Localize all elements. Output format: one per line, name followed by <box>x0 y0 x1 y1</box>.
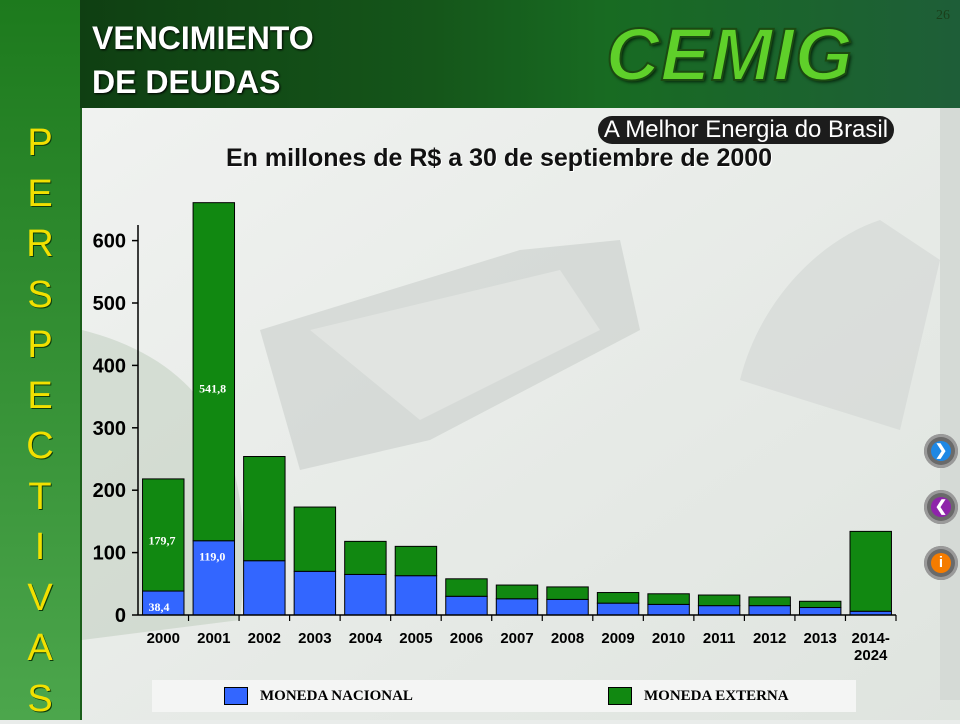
bar-segment-externa <box>597 593 638 604</box>
next-slide-button[interactable]: ❯ <box>924 434 958 468</box>
arrow-right-icon: ❯ <box>931 441 951 461</box>
bar-segment-nacional <box>749 606 790 615</box>
y-tick-label: 300 <box>93 418 126 440</box>
data-label: 541,8 <box>199 382 226 396</box>
bar-segment-nacional <box>345 574 386 615</box>
bar-segment-nacional <box>446 596 487 615</box>
bar-segment-nacional <box>799 608 840 615</box>
bar-segment-externa <box>850 531 891 611</box>
bar-segment-externa <box>547 587 588 599</box>
y-tick-label: 600 <box>93 231 126 253</box>
bar-segment-externa <box>698 595 739 606</box>
data-label: 119,0 <box>199 550 225 564</box>
bar-segment-nacional <box>597 603 638 615</box>
bar-segment-externa <box>294 507 335 571</box>
x-tick-label: 2003 <box>298 630 331 647</box>
bar-segment-externa <box>345 541 386 574</box>
bar-segment-nacional <box>648 604 689 615</box>
x-tick-label: 2014- <box>852 630 890 647</box>
bar-segment-externa <box>749 597 790 606</box>
x-tick-label: 2000 <box>147 630 180 647</box>
bar-segment-nacional <box>496 599 537 615</box>
x-tick-label: 2002 <box>248 630 281 647</box>
x-tick-label: 2005 <box>399 630 432 647</box>
bar-segment-nacional <box>698 606 739 615</box>
bar-segment-externa <box>395 546 436 575</box>
x-tick-label: 2007 <box>500 630 533 647</box>
bar-segment-nacional <box>547 599 588 615</box>
bar-segment-externa <box>244 457 285 561</box>
bar-segment-nacional <box>294 571 335 615</box>
bar-segment-externa <box>496 585 537 599</box>
previous-slide-button[interactable]: ❮ <box>924 490 958 524</box>
arrow-left-icon: ❮ <box>931 497 951 517</box>
info-icon: i <box>931 553 951 573</box>
info-button[interactable]: i <box>924 546 958 580</box>
x-tick-label: 2010 <box>652 630 685 647</box>
bar-segment-nacional <box>395 576 436 615</box>
bar-segment-externa <box>446 579 487 596</box>
legend-label-nacional: MONEDA NACIONAL <box>260 688 413 705</box>
legend-item-nacional: MONEDA NACIONAL <box>224 687 413 705</box>
bar-segment-externa <box>799 601 840 607</box>
x-tick-label: 2001 <box>197 630 230 647</box>
legend-label-externa: MONEDA EXTERNA <box>644 688 789 705</box>
x-tick-label: 2006 <box>450 630 483 647</box>
bar-segment-externa <box>193 203 234 541</box>
bar-segment-nacional <box>244 561 285 615</box>
y-tick-label: 400 <box>93 355 126 377</box>
y-tick-label: 500 <box>93 293 126 315</box>
legend-item-externa: MONEDA EXTERNA <box>608 687 789 705</box>
x-tick-label: 2012 <box>753 630 786 647</box>
y-tick-label: 200 <box>93 480 126 502</box>
legend-swatch-nacional <box>224 687 248 705</box>
y-tick-label: 100 <box>93 543 126 565</box>
y-tick-label: 0 <box>115 605 126 627</box>
x-tick-label: 2008 <box>551 630 584 647</box>
x-tick-label: 2011 <box>703 630 736 647</box>
legend-swatch-externa <box>608 687 632 705</box>
x-tick-label: 2013 <box>804 630 837 647</box>
chart-legend: MONEDA NACIONAL MONEDA EXTERNA <box>152 680 856 712</box>
x-tick-label: 2024 <box>854 647 888 664</box>
data-label: 179,7 <box>149 534 176 548</box>
x-tick-label: 2004 <box>349 630 383 647</box>
data-label: 38,4 <box>149 600 170 614</box>
bar-segment-externa <box>648 594 689 605</box>
x-tick-label: 2009 <box>601 630 634 647</box>
